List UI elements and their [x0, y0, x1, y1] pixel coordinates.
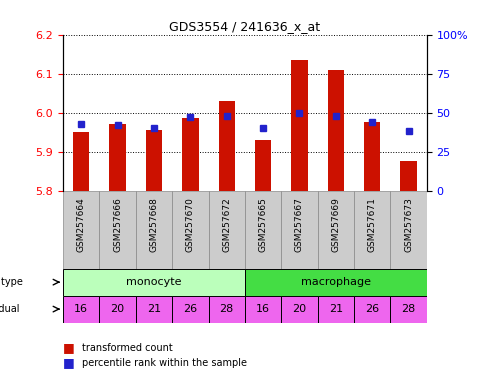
- Bar: [99, 296, 136, 323]
- Text: GSM257667: GSM257667: [294, 197, 303, 252]
- Text: GSM257668: GSM257668: [149, 197, 158, 252]
- Bar: [109, 124, 125, 190]
- Text: GSM257671: GSM257671: [367, 197, 376, 252]
- Bar: [281, 190, 317, 269]
- Bar: [136, 296, 172, 323]
- Text: 26: 26: [183, 304, 197, 314]
- Text: GSM257666: GSM257666: [113, 197, 122, 252]
- Text: monocyte: monocyte: [126, 277, 182, 287]
- Text: GSM257670: GSM257670: [185, 197, 195, 252]
- Bar: [208, 296, 244, 323]
- Bar: [218, 101, 234, 190]
- Bar: [281, 296, 317, 323]
- Bar: [208, 190, 244, 269]
- Bar: [146, 130, 162, 190]
- Bar: [317, 190, 353, 269]
- Text: GSM257672: GSM257672: [222, 197, 231, 252]
- Text: 28: 28: [401, 304, 415, 314]
- Bar: [63, 190, 99, 269]
- Text: GSM257664: GSM257664: [76, 197, 86, 252]
- Bar: [353, 190, 390, 269]
- Text: 28: 28: [219, 304, 233, 314]
- Bar: [172, 296, 208, 323]
- Title: GDS3554 / 241636_x_at: GDS3554 / 241636_x_at: [169, 20, 320, 33]
- Bar: [244, 296, 281, 323]
- Text: GSM257673: GSM257673: [403, 197, 412, 252]
- Text: individual: individual: [0, 304, 19, 314]
- Bar: [172, 190, 208, 269]
- Text: GSM257665: GSM257665: [258, 197, 267, 252]
- Bar: [73, 132, 89, 190]
- Bar: [63, 269, 244, 296]
- Text: 21: 21: [328, 304, 342, 314]
- Text: percentile rank within the sample: percentile rank within the sample: [82, 358, 247, 368]
- Bar: [99, 190, 136, 269]
- Text: ■: ■: [63, 356, 75, 369]
- Bar: [291, 60, 307, 190]
- Text: 21: 21: [147, 304, 161, 314]
- Bar: [363, 122, 379, 190]
- Bar: [390, 296, 426, 323]
- Text: 16: 16: [74, 304, 88, 314]
- Bar: [244, 269, 426, 296]
- Bar: [182, 118, 198, 190]
- Text: cell type: cell type: [0, 277, 23, 287]
- Text: GSM257669: GSM257669: [331, 197, 340, 252]
- Text: ■: ■: [63, 341, 75, 354]
- Bar: [244, 190, 281, 269]
- Text: 20: 20: [292, 304, 306, 314]
- Bar: [136, 190, 172, 269]
- Text: 20: 20: [110, 304, 124, 314]
- Text: 16: 16: [256, 304, 270, 314]
- Bar: [317, 296, 353, 323]
- Bar: [327, 70, 343, 190]
- Bar: [353, 296, 390, 323]
- Bar: [390, 190, 426, 269]
- Text: 26: 26: [364, 304, 378, 314]
- Bar: [255, 140, 271, 190]
- Bar: [63, 296, 99, 323]
- Text: transformed count: transformed count: [82, 343, 173, 353]
- Text: macrophage: macrophage: [300, 277, 370, 287]
- Bar: [400, 161, 416, 190]
